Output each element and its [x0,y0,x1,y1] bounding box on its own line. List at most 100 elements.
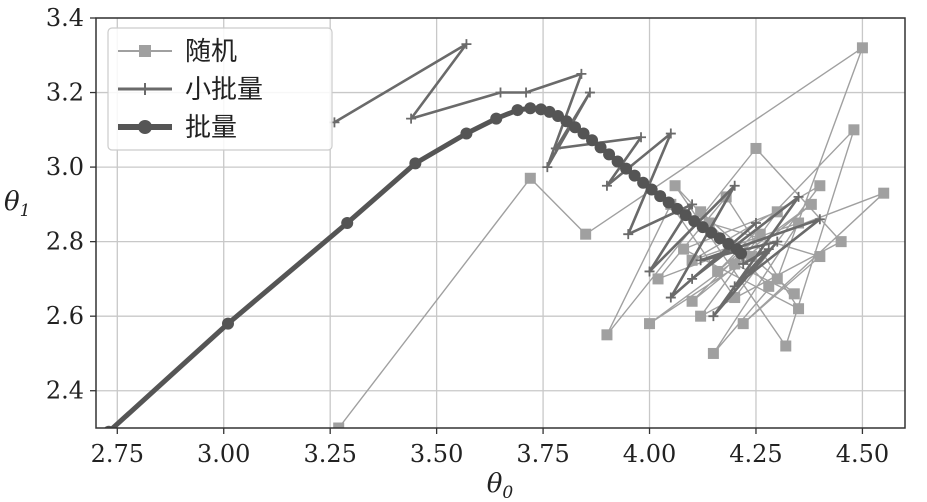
series-line [333,42,822,318]
data-point-circle [654,190,667,203]
legend-box [107,27,333,151]
data-point-square [793,217,805,229]
data-point-square [848,124,860,136]
data-point-square [686,295,698,307]
series-3 [104,102,748,428]
data-point-square [580,228,592,240]
legend-label-minibatch: 小批量 [185,75,263,105]
data-point-plus [750,218,761,228]
data-point-square [750,142,762,154]
data-point-square [878,187,890,199]
data-point-circle [586,134,599,147]
data-point-circle [460,127,473,140]
data-point-plus [576,68,587,79]
axes-frame [95,17,906,429]
x-tick-label: 4.25 [729,440,782,468]
data-point-square [814,251,826,263]
plot-area [104,39,890,428]
y-tick-label: 2.8 [46,228,84,256]
x-tick-label: 2.75 [91,440,144,468]
data-point-plus [542,162,553,173]
data-point-circle [637,176,650,189]
data-point-square [788,288,800,300]
data-point-plus [695,255,706,266]
data-point-plus [793,191,804,202]
x-tick-label: 4.00 [623,440,676,468]
legend-label-random: 随机 [185,37,237,67]
data-point-square [652,273,664,285]
data-point-plus [550,143,561,154]
x-tick-label: 4.50 [836,440,889,468]
data-point-plus [729,180,740,191]
series-layer [104,39,890,428]
data-point-plus [738,259,749,269]
data-point-square [805,198,817,210]
data-point-square [695,206,707,218]
data-point-square [814,180,826,192]
data-point-plus [644,266,655,277]
legend: 随机 小批量 批量 [107,27,333,151]
y-tick-label: 2.6 [46,302,84,330]
x-tick-label: 3.50 [410,440,463,468]
legend-marker-circle [138,120,152,134]
legend-marker-square [139,45,151,57]
data-point-square [856,42,868,54]
data-point-circle [511,104,524,117]
data-point-circle [713,232,726,245]
data-point-plus [772,236,783,247]
x-tick-label: 3.00 [197,440,250,468]
data-point-square [763,280,775,292]
data-point-circle [341,217,354,229]
data-point-square [780,340,792,352]
data-point-circle [594,141,607,154]
data-point-square [712,265,724,277]
data-point-circle [577,127,590,140]
data-point-circle [735,247,748,260]
data-point-plus [461,39,472,50]
data-point-plus [729,281,740,292]
data-point-plus [665,292,676,303]
data-point-plus [763,244,774,255]
data-point-plus [601,180,612,191]
series-2 [329,39,825,322]
data-point-square [835,236,847,248]
data-point-plus [636,132,647,143]
data-point-square [644,318,656,330]
data-point-plus [687,273,698,284]
data-point-plus [814,214,825,225]
data-point-circle [611,155,624,168]
data-point-circle [688,215,701,228]
legend-marker-plus [139,83,151,95]
data-point-circle [524,102,537,115]
data-point-plus [584,87,595,98]
data-point-circle [645,183,658,196]
legend-label-batch: 批量 [185,113,237,143]
data-point-plus [687,199,698,210]
data-point-square [524,172,536,184]
data-point-square [793,303,805,315]
y-tick-label: 2.4 [46,377,84,405]
x-tick-labels: 2.75 3.00 3.25 3.50 3.75 4.00 4.25 4.50 [91,428,889,468]
data-point-square [703,217,715,229]
data-point-plus [521,87,532,98]
series-line [109,105,743,428]
data-point-circle [696,221,709,234]
data-point-square [333,422,345,428]
data-point-square [695,310,707,322]
data-point-plus [665,128,676,139]
x-tick-label: 3.75 [516,440,569,468]
data-point-plus [708,311,719,322]
data-point-plus [495,87,506,98]
y-tick-labels: 2.4 2.6 2.8 3.0 3.2 3.4 [46,4,96,405]
data-point-plus [623,229,634,240]
data-point-circle [409,157,422,170]
data-point-circle [628,169,641,182]
data-point-square [746,251,758,263]
data-point-circle [569,121,582,134]
x-axis-label: θ0 [487,469,514,502]
data-point-square [754,228,766,240]
data-point-circle [490,112,503,125]
data-point-circle [603,148,616,161]
y-tick-label: 3.0 [46,153,84,181]
data-point-square [707,347,719,359]
